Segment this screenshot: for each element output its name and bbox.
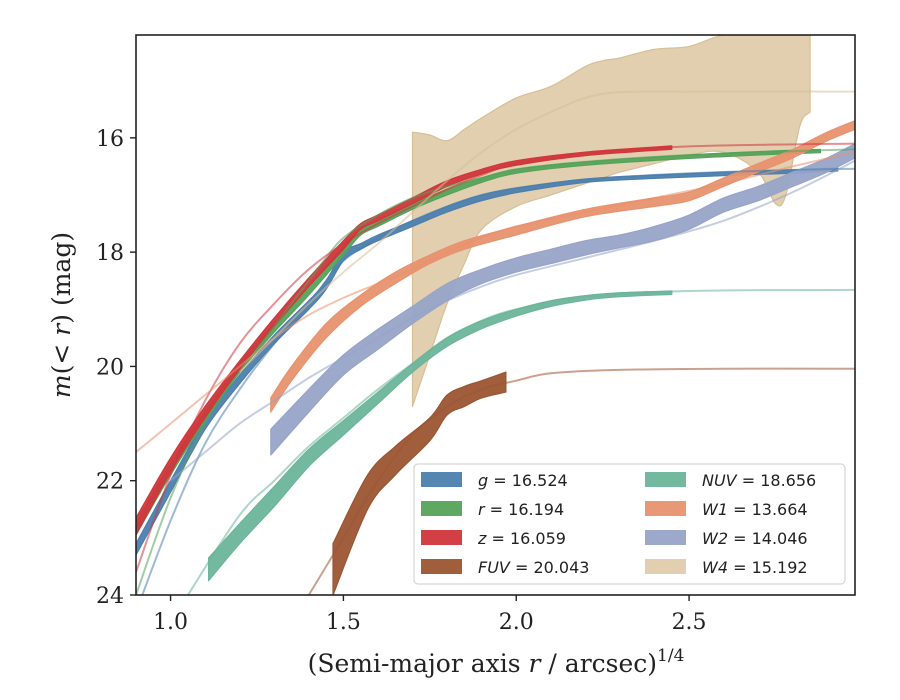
- legend-box: [413, 463, 846, 585]
- fit-line-w4: [238, 90, 855, 373]
- x-tick-label: 2.0: [499, 610, 534, 635]
- y-tick-label: 22: [96, 470, 124, 495]
- y-axis-title-lt: <: [47, 336, 76, 365]
- fit-line-z: [136, 142, 855, 573]
- legend: g = 16.524 r = 16.194 z = 16.059 FUV = 20.0…: [413, 463, 846, 585]
- band-w2: [270, 143, 855, 456]
- band-z: [136, 145, 673, 536]
- legend-label-nuv: NUV = 18.656: [702, 471, 816, 490]
- y-axis-title: m(< r) (mag): [47, 232, 76, 398]
- band-nuv: [208, 290, 673, 582]
- error-bands: [136, 35, 855, 595]
- y-tick-label: 20: [96, 355, 124, 380]
- y-tick-label: 24: [96, 584, 124, 609]
- x-axis-title: (Semi-major axis r / arcsec)1/4: [308, 646, 685, 678]
- x-axis-title-exponent: 1/4: [657, 646, 684, 666]
- legend-swatch-g: [421, 472, 462, 487]
- y-axis-ticks: 16 18 20 22 24: [96, 127, 136, 609]
- x-axis-title-var: r: [529, 649, 543, 678]
- x-tick-label: 1.5: [326, 610, 361, 635]
- legend-swatch-fuv: [421, 559, 462, 574]
- legend-swatch-w2: [645, 530, 686, 545]
- x-axis-title-open: (Semi-major axis: [308, 649, 529, 678]
- y-axis-title-open: (: [47, 365, 76, 375]
- x-axis-ticks: 1.0 1.5 2.0 2.5: [153, 595, 707, 635]
- legend-swatch-z: [421, 530, 462, 545]
- y-tick-label: 18: [96, 241, 124, 266]
- fit-line-r: [136, 148, 855, 595]
- legend-label-g: g = 16.524: [478, 471, 568, 490]
- fit-line-g: [141, 167, 855, 595]
- fit-line-fuv: [307, 367, 855, 595]
- y-tick-label: 16: [96, 127, 124, 152]
- legend-label-w2: W2 = 14.046: [702, 529, 808, 548]
- fit-lines: [136, 90, 855, 595]
- y-axis-title-close: ): [47, 314, 76, 324]
- fit-line-w1: [136, 151, 855, 453]
- fit-line-nuv: [187, 288, 855, 595]
- legend-label-w1: W1 = 13.664: [702, 500, 808, 519]
- legend-swatch-r: [421, 501, 462, 516]
- x-axis-title-rest: / arcsec): [540, 649, 657, 678]
- legend-label-r: r = 16.194: [478, 500, 564, 519]
- x-tick-label: 2.5: [672, 610, 707, 635]
- legend-swatch-nuv: [645, 472, 686, 487]
- y-axis-title-r: r: [47, 322, 76, 336]
- legend-swatch-w4: [645, 559, 686, 574]
- legend-label-z: z = 16.059: [477, 529, 566, 548]
- x-tick-label: 1.0: [153, 610, 188, 635]
- y-axis-title-unit: (mag): [47, 232, 76, 314]
- fit-line-w2: [169, 159, 855, 482]
- band-w1: [270, 120, 855, 413]
- y-axis-title-m: m: [47, 374, 76, 398]
- legend-swatch-w1: [645, 501, 686, 516]
- plot-frame: [135, 34, 856, 596]
- band-fuv: [332, 371, 507, 595]
- legend-label-fuv: FUV = 20.043: [478, 558, 589, 577]
- band-w4: [411, 35, 811, 407]
- legend-label-w4: W4 = 15.192: [702, 558, 808, 577]
